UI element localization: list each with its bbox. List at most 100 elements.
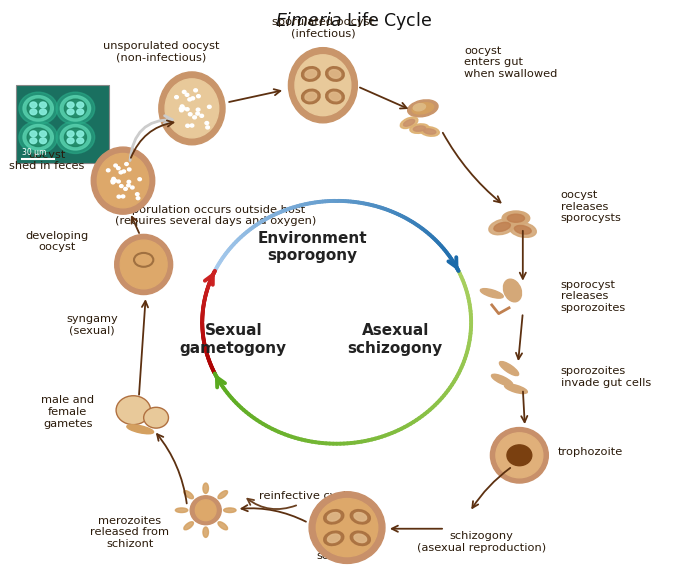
Ellipse shape [195,500,216,521]
Circle shape [205,121,209,124]
Circle shape [27,99,49,117]
Ellipse shape [184,491,193,498]
Circle shape [193,116,197,119]
Circle shape [30,131,37,137]
Text: syngamy
(sexual): syngamy (sexual) [66,314,118,336]
Text: oocyst
shed in feces: oocyst shed in feces [10,149,85,171]
Ellipse shape [120,240,167,289]
Text: Sexual
gametogony: Sexual gametogony [180,324,287,356]
Circle shape [194,89,197,92]
Circle shape [186,124,190,127]
Ellipse shape [514,225,531,234]
Circle shape [188,98,192,101]
Circle shape [23,96,53,121]
Text: trophozoite: trophozoite [557,447,622,457]
Circle shape [179,107,183,110]
Circle shape [30,138,37,144]
Ellipse shape [491,428,548,483]
Circle shape [27,128,49,146]
Text: unsporulated oocyst
(non-infectious): unsporulated oocyst (non-infectious) [103,41,219,62]
Circle shape [30,109,37,114]
Text: male and
female
gametes: male and female gametes [41,395,94,429]
Circle shape [186,94,189,96]
Circle shape [117,195,120,198]
Circle shape [19,121,57,153]
Circle shape [125,163,128,166]
Circle shape [67,109,74,114]
Circle shape [40,102,46,108]
Ellipse shape [328,534,340,543]
Ellipse shape [203,483,209,493]
Circle shape [77,138,84,144]
Ellipse shape [218,522,228,530]
Circle shape [124,188,127,191]
Ellipse shape [176,508,188,512]
Ellipse shape [316,498,378,557]
Text: sporulation occurs outside host
(requires several days and oxygen): sporulation occurs outside host (require… [116,205,316,226]
Ellipse shape [412,103,433,114]
Circle shape [111,181,115,184]
Ellipse shape [302,89,320,104]
Text: merozoites
released from
schizont: merozoites released from schizont [90,515,169,549]
Ellipse shape [305,70,316,78]
Ellipse shape [510,222,536,238]
Ellipse shape [499,361,519,375]
Ellipse shape [203,527,209,537]
Circle shape [111,180,114,182]
Circle shape [40,109,46,114]
Circle shape [120,185,123,188]
Circle shape [131,186,134,189]
Ellipse shape [329,92,341,101]
Ellipse shape [480,289,503,298]
Circle shape [19,92,57,124]
Circle shape [182,107,186,110]
Circle shape [117,167,120,170]
Text: sporozoites
invade gut cells: sporozoites invade gut cells [561,367,651,388]
Ellipse shape [323,510,344,524]
Ellipse shape [323,531,344,546]
Circle shape [60,124,90,150]
Ellipse shape [295,55,351,116]
Circle shape [119,171,122,174]
Circle shape [77,102,84,108]
Circle shape [121,195,125,198]
Circle shape [127,180,131,183]
Ellipse shape [302,67,320,81]
Circle shape [56,92,94,124]
Circle shape [56,121,94,153]
Circle shape [112,177,116,180]
FancyBboxPatch shape [16,85,109,163]
Text: Environment
sporogony: Environment sporogony [258,231,368,263]
Circle shape [116,396,150,425]
Circle shape [144,407,169,428]
Circle shape [188,113,192,116]
Circle shape [136,197,140,200]
Text: oocyst
releases
sporocysts: oocyst releases sporocysts [561,190,622,223]
Circle shape [60,96,90,121]
Circle shape [40,138,46,144]
Circle shape [23,124,53,150]
Text: sporulated oocyst
(infectious): sporulated oocyst (infectious) [272,17,374,39]
Circle shape [30,102,37,108]
Ellipse shape [424,129,436,134]
Circle shape [206,126,209,129]
Ellipse shape [159,72,225,145]
Circle shape [183,91,186,94]
Circle shape [64,99,86,117]
Ellipse shape [190,496,221,525]
Text: schizogony
(asexual reproduction): schizogony (asexual reproduction) [417,531,546,553]
Ellipse shape [354,512,367,521]
Circle shape [64,128,86,146]
Ellipse shape [407,100,438,117]
Ellipse shape [502,211,530,225]
Text: schizont: schizont [316,551,364,561]
Ellipse shape [305,92,316,101]
Ellipse shape [115,234,173,295]
Ellipse shape [354,534,367,543]
Ellipse shape [413,126,426,131]
Circle shape [67,131,74,137]
Ellipse shape [184,522,193,530]
Text: sporocyst
releases
sporozoites: sporocyst releases sporozoites [561,279,626,313]
Ellipse shape [403,119,414,126]
Ellipse shape [508,214,524,223]
